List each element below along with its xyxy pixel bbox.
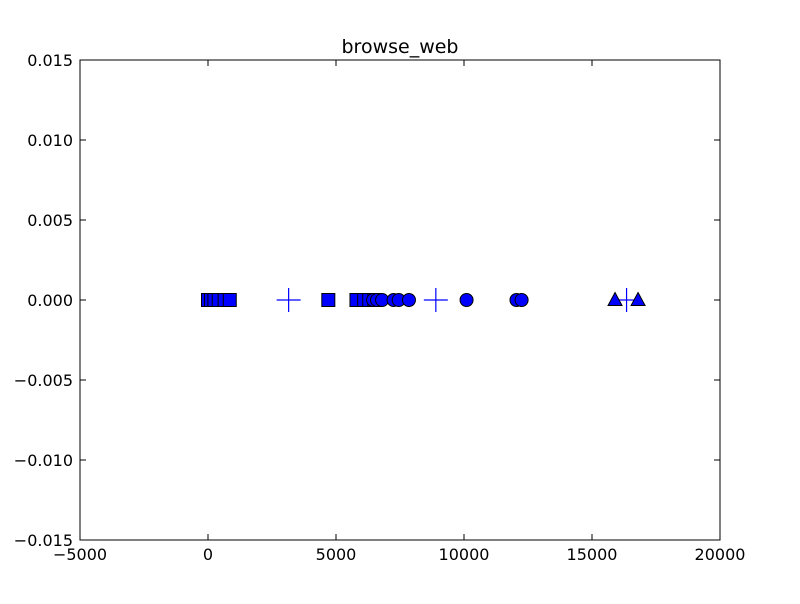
data-point-triangle — [607, 291, 623, 306]
axes-frame — [79, 59, 721, 541]
y-tick-label: 0.000 — [27, 291, 73, 310]
x-tick-label: 10000 — [439, 545, 490, 564]
data-point-plus — [423, 288, 448, 312]
data-point-circle — [459, 293, 474, 307]
x-tick-label: 5000 — [316, 545, 357, 564]
data-point-circle — [514, 293, 529, 307]
x-tick-label: 0 — [203, 545, 213, 564]
y-tick-label: −0.015 — [14, 531, 73, 550]
data-point-triangle — [630, 291, 646, 306]
y-tick-label: −0.005 — [14, 371, 73, 390]
axis-ticks: −5000 0 5000 10000 15000 20000 −0.015 −0.010 −0.… — [14, 51, 746, 564]
data-point-square — [321, 293, 336, 307]
y-tick-label: 0.005 — [27, 211, 73, 230]
data-point-square — [222, 293, 237, 307]
y-tick-label: −0.010 — [14, 451, 73, 470]
data-markers — [201, 288, 646, 312]
x-tick-label: −5000 — [53, 545, 107, 564]
x-tick-label: 20000 — [695, 545, 746, 564]
chart-title: browse_web — [342, 36, 459, 58]
y-tick-label: 0.010 — [27, 131, 73, 150]
data-point-plus — [276, 288, 301, 312]
data-point-circle — [401, 293, 416, 307]
x-tick-label: 15000 — [567, 545, 618, 564]
y-tick-label: 0.015 — [27, 51, 73, 70]
